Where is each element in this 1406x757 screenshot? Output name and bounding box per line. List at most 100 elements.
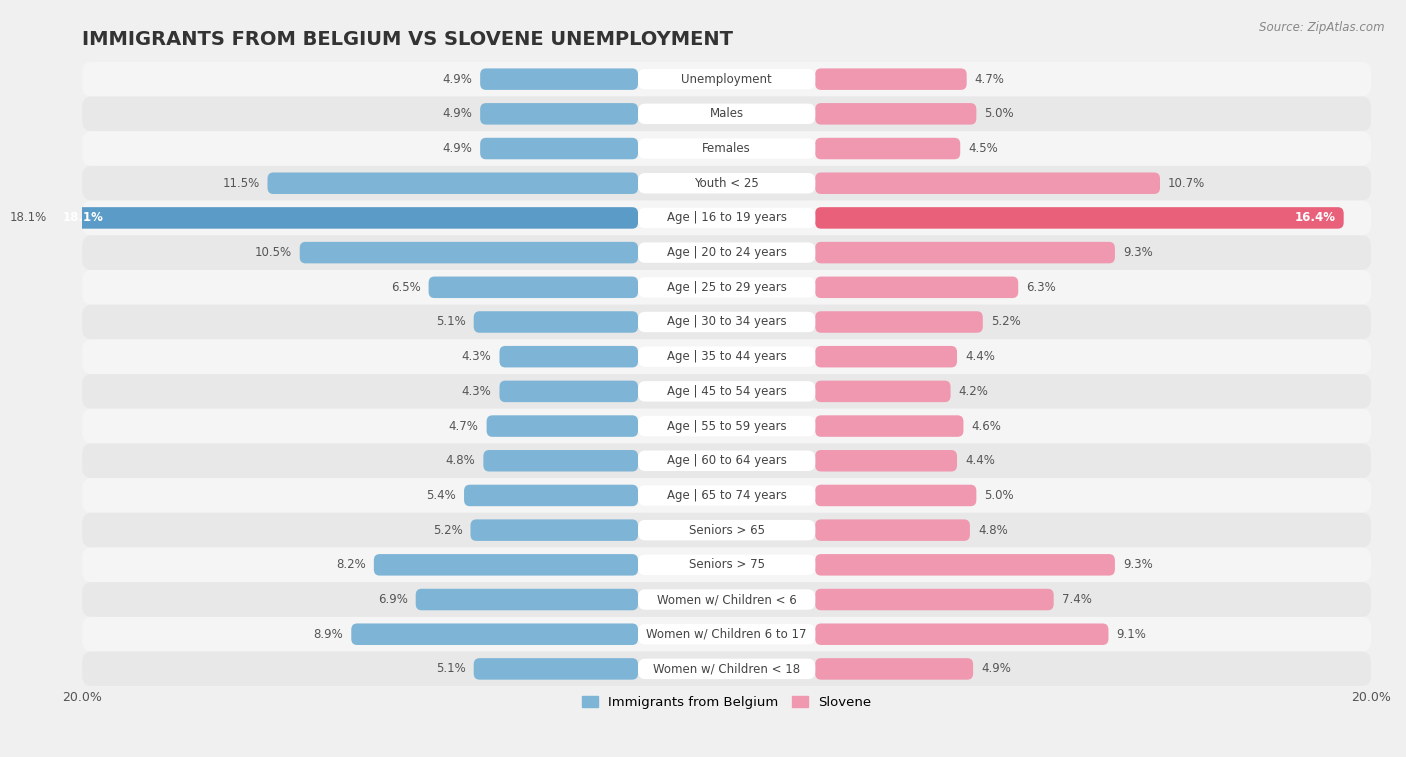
FancyBboxPatch shape: [638, 520, 815, 540]
Text: Age | 30 to 34 years: Age | 30 to 34 years: [666, 316, 786, 329]
Text: Age | 60 to 64 years: Age | 60 to 64 years: [666, 454, 786, 467]
Text: IMMIGRANTS FROM BELGIUM VS SLOVENE UNEMPLOYMENT: IMMIGRANTS FROM BELGIUM VS SLOVENE UNEMP…: [82, 30, 733, 49]
Text: 9.3%: 9.3%: [1123, 559, 1153, 572]
FancyBboxPatch shape: [638, 659, 815, 679]
Text: 4.9%: 4.9%: [443, 142, 472, 155]
FancyBboxPatch shape: [82, 652, 1371, 687]
FancyBboxPatch shape: [499, 381, 638, 402]
Text: 5.0%: 5.0%: [984, 489, 1014, 502]
Text: Age | 25 to 29 years: Age | 25 to 29 years: [666, 281, 786, 294]
Text: 7.4%: 7.4%: [1062, 593, 1091, 606]
FancyBboxPatch shape: [638, 382, 815, 402]
FancyBboxPatch shape: [815, 276, 1018, 298]
FancyBboxPatch shape: [815, 381, 950, 402]
Text: 8.2%: 8.2%: [336, 559, 366, 572]
FancyBboxPatch shape: [479, 68, 638, 90]
FancyBboxPatch shape: [474, 658, 638, 680]
FancyBboxPatch shape: [82, 304, 1371, 339]
Text: 4.9%: 4.9%: [981, 662, 1011, 675]
FancyBboxPatch shape: [815, 346, 957, 367]
Text: 10.5%: 10.5%: [254, 246, 291, 259]
Text: Seniors > 65: Seniors > 65: [689, 524, 765, 537]
Text: 4.3%: 4.3%: [461, 385, 492, 398]
FancyBboxPatch shape: [815, 589, 1053, 610]
FancyBboxPatch shape: [352, 624, 638, 645]
FancyBboxPatch shape: [429, 276, 638, 298]
FancyBboxPatch shape: [815, 68, 967, 90]
FancyBboxPatch shape: [638, 277, 815, 298]
Text: Age | 65 to 74 years: Age | 65 to 74 years: [666, 489, 786, 502]
Text: Unemployment: Unemployment: [682, 73, 772, 86]
FancyBboxPatch shape: [815, 624, 1108, 645]
FancyBboxPatch shape: [815, 416, 963, 437]
Text: 9.3%: 9.3%: [1123, 246, 1153, 259]
FancyBboxPatch shape: [82, 617, 1371, 652]
Text: 4.8%: 4.8%: [446, 454, 475, 467]
FancyBboxPatch shape: [82, 235, 1371, 270]
Text: 4.3%: 4.3%: [461, 350, 492, 363]
FancyBboxPatch shape: [484, 450, 638, 472]
FancyBboxPatch shape: [267, 173, 638, 194]
FancyBboxPatch shape: [815, 241, 1115, 263]
Text: Women w/ Children 6 to 17: Women w/ Children 6 to 17: [647, 628, 807, 640]
Text: 4.6%: 4.6%: [972, 419, 1001, 432]
FancyBboxPatch shape: [299, 241, 638, 263]
Text: 4.2%: 4.2%: [959, 385, 988, 398]
Text: 4.9%: 4.9%: [443, 73, 472, 86]
FancyBboxPatch shape: [55, 207, 638, 229]
FancyBboxPatch shape: [82, 62, 1371, 96]
FancyBboxPatch shape: [479, 103, 638, 125]
Text: Women w/ Children < 6: Women w/ Children < 6: [657, 593, 797, 606]
FancyBboxPatch shape: [474, 311, 638, 333]
Text: Seniors > 75: Seniors > 75: [689, 559, 765, 572]
Text: 4.7%: 4.7%: [974, 73, 1005, 86]
Text: 4.8%: 4.8%: [979, 524, 1008, 537]
Text: 18.1%: 18.1%: [10, 211, 46, 224]
FancyBboxPatch shape: [815, 484, 976, 506]
Text: 11.5%: 11.5%: [222, 176, 260, 190]
FancyBboxPatch shape: [82, 339, 1371, 374]
Text: Age | 45 to 54 years: Age | 45 to 54 years: [666, 385, 786, 398]
FancyBboxPatch shape: [638, 139, 815, 159]
FancyBboxPatch shape: [638, 589, 815, 609]
FancyBboxPatch shape: [815, 138, 960, 159]
Text: 4.7%: 4.7%: [449, 419, 478, 432]
FancyBboxPatch shape: [638, 207, 815, 228]
Text: Youth < 25: Youth < 25: [695, 176, 759, 190]
Text: 5.1%: 5.1%: [436, 662, 465, 675]
FancyBboxPatch shape: [815, 519, 970, 541]
Text: 6.9%: 6.9%: [378, 593, 408, 606]
FancyBboxPatch shape: [82, 478, 1371, 512]
Text: 18.1%: 18.1%: [63, 211, 104, 224]
Text: 6.3%: 6.3%: [1026, 281, 1056, 294]
FancyBboxPatch shape: [464, 484, 638, 506]
FancyBboxPatch shape: [815, 173, 1160, 194]
Text: 16.4%: 16.4%: [1295, 211, 1336, 224]
FancyBboxPatch shape: [815, 450, 957, 472]
FancyBboxPatch shape: [82, 166, 1371, 201]
FancyBboxPatch shape: [638, 347, 815, 367]
FancyBboxPatch shape: [82, 512, 1371, 547]
Text: 9.1%: 9.1%: [1116, 628, 1146, 640]
FancyBboxPatch shape: [815, 207, 1344, 229]
Text: Source: ZipAtlas.com: Source: ZipAtlas.com: [1260, 21, 1385, 34]
FancyBboxPatch shape: [638, 450, 815, 471]
FancyBboxPatch shape: [638, 555, 815, 575]
Text: 4.4%: 4.4%: [965, 350, 995, 363]
FancyBboxPatch shape: [638, 485, 815, 506]
FancyBboxPatch shape: [416, 589, 638, 610]
FancyBboxPatch shape: [638, 104, 815, 124]
Text: 5.0%: 5.0%: [984, 107, 1014, 120]
FancyBboxPatch shape: [499, 346, 638, 367]
FancyBboxPatch shape: [82, 374, 1371, 409]
Text: 4.9%: 4.9%: [443, 107, 472, 120]
Text: Females: Females: [702, 142, 751, 155]
Text: Males: Males: [710, 107, 744, 120]
FancyBboxPatch shape: [82, 270, 1371, 304]
Text: 8.9%: 8.9%: [314, 628, 343, 640]
FancyBboxPatch shape: [638, 69, 815, 89]
Text: Age | 20 to 24 years: Age | 20 to 24 years: [666, 246, 786, 259]
Text: Age | 55 to 59 years: Age | 55 to 59 years: [666, 419, 786, 432]
FancyBboxPatch shape: [82, 131, 1371, 166]
FancyBboxPatch shape: [82, 201, 1371, 235]
